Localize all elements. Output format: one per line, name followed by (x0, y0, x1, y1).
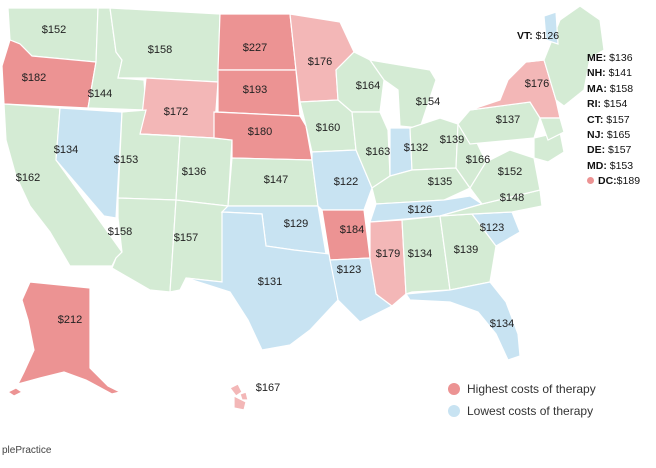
price-label-sd: $193 (242, 84, 268, 96)
northeast-price-list: ME: $136 NH: $141 MA: $158 RI: $154 CT: … (587, 52, 640, 191)
brand-logo-text: plePractice (2, 445, 52, 456)
legend-low-swatch-icon (448, 405, 460, 417)
ne-row-nh: NH: $141 (587, 67, 632, 80)
price-label-pa: $137 (495, 114, 521, 126)
price-label-wy: $172 (163, 106, 189, 118)
price-label-az: $158 (107, 226, 133, 238)
price-label-ne: $180 (247, 126, 273, 138)
price-label-al: $134 (407, 248, 433, 260)
legend: Highest costs of therapy Lowest costs of… (448, 378, 596, 422)
legend-item-low: Lowest costs of therapy (448, 400, 596, 422)
price-label-wa: $152 (41, 24, 67, 36)
price-label-co: $136 (181, 166, 207, 178)
legend-low-label: Lowest costs of therapy (467, 404, 594, 418)
vt-abbr: VT: (517, 30, 533, 42)
price-label-ok: $129 (283, 218, 309, 230)
price-label-ky: $135 (427, 176, 453, 188)
price-label-ut: $153 (113, 154, 139, 166)
price-label-tx: $131 (257, 276, 283, 288)
price-label-wi: $164 (355, 80, 381, 92)
price-label-wv: $166 (465, 154, 491, 166)
ne-row-dc: DC:$189 (587, 175, 640, 190)
price-label-nc: $148 (499, 192, 525, 204)
state-shape-az (111, 197, 177, 293)
state-shape-fl (404, 281, 521, 361)
state-shape-wi (335, 51, 385, 113)
state-shape-nv (55, 107, 123, 219)
price-label-sc: $123 (479, 222, 505, 234)
ne-row-md: MD: $153 (587, 159, 634, 172)
ne-row-nj: NJ: $165 (587, 128, 631, 141)
price-label-nv: $134 (53, 144, 79, 156)
legend-item-high: Highest costs of therapy (448, 378, 596, 400)
state-shape-vt (543, 11, 559, 45)
state-shape-ak (16, 281, 122, 395)
price-label-hi: $167 (255, 382, 281, 394)
price-label-ny: $176 (524, 78, 550, 90)
state-shape-mi (368, 59, 437, 129)
price-label-mn: $176 (307, 56, 333, 68)
price-label-id: $144 (87, 88, 113, 100)
state-shape-hi-big (233, 395, 247, 411)
state-shape-ms (369, 219, 407, 307)
state-shape-ak-islands (6, 387, 24, 397)
price-label-ca: $162 (15, 172, 41, 184)
vt-callout: VT: $126 (517, 30, 559, 42)
state-shape-hi (229, 383, 249, 401)
ne-row-ct: CT: $157 (587, 113, 630, 126)
ne-row-de: DE: $157 (587, 144, 632, 157)
price-label-oh: $139 (439, 134, 465, 146)
price-label-la: $123 (336, 264, 362, 276)
price-label-mi: $154 (415, 96, 441, 108)
price-label-tn: $126 (407, 204, 433, 216)
price-label-ar: $184 (339, 224, 365, 236)
state-shape-nj (539, 117, 565, 141)
price-label-ia: $160 (315, 122, 341, 134)
price-label-fl: $134 (489, 318, 515, 330)
ne-row-ri: RI: $154 (587, 98, 628, 111)
dc-dot-icon (587, 177, 594, 185)
price-label-mt: $158 (147, 44, 173, 56)
legend-high-label: Highest costs of therapy (467, 382, 596, 396)
price-label-nd: $227 (242, 42, 268, 54)
ne-row-me: ME: $136 (587, 52, 633, 64)
ne-row-ma: MA: $158 (587, 82, 634, 95)
price-label-il: $163 (365, 146, 391, 158)
price-label-ak: $212 (57, 314, 83, 326)
legend-high-swatch-icon (448, 383, 460, 395)
price-label-ga: $139 (453, 244, 479, 256)
price-label-ms: $179 (375, 248, 401, 260)
price-label-ks: $147 (263, 174, 289, 186)
price-label-nm: $157 (173, 232, 199, 244)
price-label-mo: $122 (333, 176, 359, 188)
state-shape-va (454, 149, 541, 205)
state-shape-nm (169, 199, 229, 293)
state-shapes (1, 5, 605, 411)
price-label-va: $152 (497, 166, 523, 178)
vt-price: $126 (535, 30, 560, 42)
price-label-or: $182 (21, 72, 47, 84)
state-shape-tx (185, 211, 339, 351)
price-label-in: $132 (403, 142, 429, 154)
